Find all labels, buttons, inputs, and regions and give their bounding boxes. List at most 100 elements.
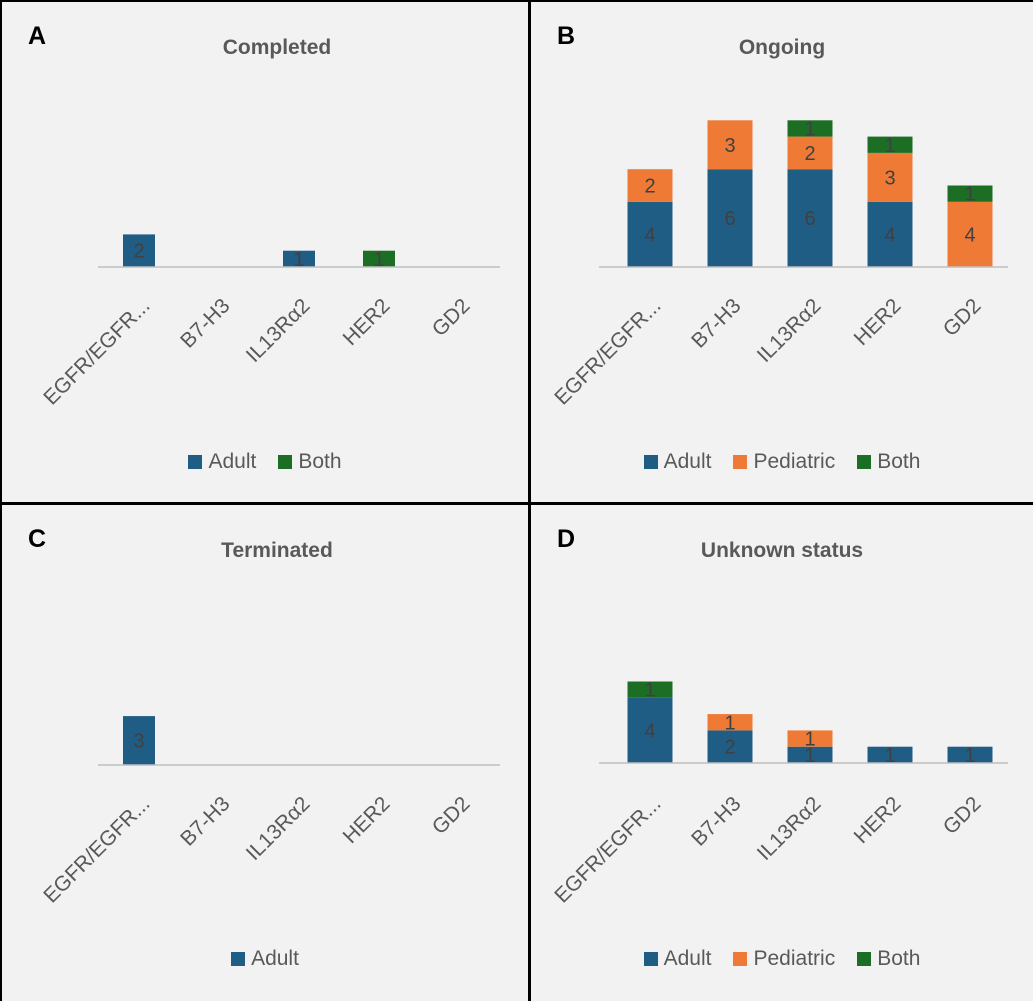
legend-label: Both [298, 450, 342, 473]
legend-swatch [857, 455, 872, 469]
x-tick-label: HER2 [850, 294, 906, 350]
legend-label: Pediatric [753, 450, 836, 473]
data-label: 3 [884, 167, 895, 189]
legend-swatch [278, 455, 293, 469]
legend-label: Adult [251, 947, 299, 970]
bar-adult [627, 201, 673, 267]
data-label: 1 [804, 745, 815, 767]
data-label: 2 [133, 241, 144, 263]
chart-title: Unknown status [700, 539, 864, 562]
x-tick-label: GD2 [428, 792, 475, 839]
data-label: 4 [644, 720, 655, 742]
bar-adult [707, 169, 753, 267]
bar-adult [627, 697, 673, 763]
chart-legend: Adult Pediatric Both [531, 947, 1033, 971]
bar-both [787, 120, 833, 137]
bar-pediatric [787, 136, 833, 170]
x-tick-label: IL13Rα2 [242, 294, 315, 367]
data-label: 1 [644, 680, 655, 702]
data-label: 1 [884, 135, 895, 157]
bar-adult [867, 201, 913, 267]
bar-adult [787, 169, 833, 267]
data-label: 2 [804, 143, 815, 165]
legend-swatch [643, 455, 658, 469]
data-label: 1 [373, 249, 384, 271]
bar-pediatric [947, 201, 993, 267]
bar-pediatric [787, 730, 833, 747]
x-tick-label: GD2 [428, 294, 475, 341]
data-label: 6 [724, 208, 735, 230]
bar-adult [123, 234, 155, 267]
panel-terminated: C Terminated 3 EGFR/EGFR... B7-H3 IL13Rα2 HE… [2, 505, 528, 1001]
bar-both [947, 185, 993, 202]
panel-completed: A Completed 2 1 1 EGFR/EGFR... B7-H3 IL13Rα2 H… [2, 2, 528, 502]
chart-plot: 2 1 1 EGFR/EGFR... B7-H3 IL13Rα2 HER2 GD2 [39, 234, 500, 410]
x-tick-label: HER2 [339, 792, 395, 848]
bar-both [867, 136, 913, 153]
legend-item-pediatric: Pediatric [733, 450, 835, 474]
legend-swatch [857, 952, 872, 966]
chart-plot: 4 2 6 3 6 2 1 4 3 1 4 1 EGFR/EGFR... B7-H3 IL13Rα2 HER2… [550, 118, 1008, 410]
panel-letter: B [557, 22, 576, 50]
legend-swatch [733, 952, 748, 966]
x-tick-label: HER2 [339, 294, 395, 350]
legend-item-adult: Adult [188, 450, 256, 474]
data-label: 6 [804, 208, 815, 230]
chart-title: Terminated [221, 539, 333, 562]
legend-label: Adult [208, 450, 257, 473]
panel-letter: D [557, 525, 576, 553]
bar-adult [787, 746, 833, 763]
legend-label: Adult [663, 947, 712, 970]
chart-legend: Adult Both [2, 450, 528, 474]
legend-item-pediatric: Pediatric [733, 947, 835, 971]
data-label: 4 [884, 224, 895, 246]
data-label: 2 [644, 176, 655, 198]
data-label: 1 [293, 249, 304, 271]
x-tick-label: EGFR/EGFR... [39, 792, 154, 907]
x-tick-label: B7-H3 [176, 792, 234, 850]
x-tick-label: GD2 [939, 792, 986, 839]
legend-swatch [643, 952, 658, 966]
x-tick-label: HER2 [850, 792, 906, 848]
bar-pediatric [627, 169, 673, 202]
legend-label: Both [877, 450, 921, 473]
data-label: 1 [804, 118, 815, 140]
bar-adult [867, 746, 913, 763]
data-label: 1 [964, 184, 975, 206]
data-label: 1 [964, 745, 975, 767]
data-label: 1 [724, 712, 735, 734]
x-tick-label: IL13Rα2 [753, 792, 826, 865]
data-label: 4 [644, 224, 655, 246]
panel-unknown-status: D Unknown status 4 1 2 1 1 1 1 1 EGFR/EGFR... B7-… [531, 505, 1033, 1001]
data-label: 2 [724, 737, 735, 759]
x-tick-label: EGFR/EGFR... [39, 294, 154, 409]
chart-title: Completed [222, 36, 332, 59]
legend-label: Adult [663, 450, 712, 473]
legend-item-both: Both [857, 450, 920, 474]
bar-pediatric [707, 714, 753, 731]
legend-item-adult: Adult [643, 947, 712, 971]
panel-letter: C [28, 525, 47, 553]
x-tick-label: B7-H3 [176, 294, 234, 352]
panel-ongoing: B Ongoing 4 2 6 3 6 2 1 4 3 1 4 1 EGFR/EGFR... B7-H3 I… [531, 2, 1033, 502]
x-tick-label: IL13Rα2 [753, 294, 826, 367]
legend-swatch [231, 952, 246, 966]
data-label: 1 [804, 729, 815, 751]
legend-item-both: Both [857, 947, 920, 971]
data-label: 3 [133, 731, 144, 753]
x-tick-label: EGFR/EGFR... [550, 792, 665, 907]
data-label: 4 [964, 224, 975, 246]
bar-pediatric [707, 120, 753, 170]
chart-legend: Adult Pediatric Both [531, 450, 1033, 474]
legend-label: Pediatric [753, 947, 836, 970]
x-tick-label: B7-H3 [687, 294, 745, 352]
chart-plot: 3 EGFR/EGFR... B7-H3 IL13Rα2 HER2 GD2 [39, 716, 500, 908]
chart-title: Ongoing [738, 36, 826, 59]
legend-label: Both [877, 947, 921, 970]
chart-legend: Adult [2, 947, 528, 971]
legend-item-adult: Adult [643, 450, 712, 474]
bar-adult [707, 730, 753, 763]
legend-item-adult: Adult [231, 947, 299, 971]
bar-adult [947, 746, 993, 763]
